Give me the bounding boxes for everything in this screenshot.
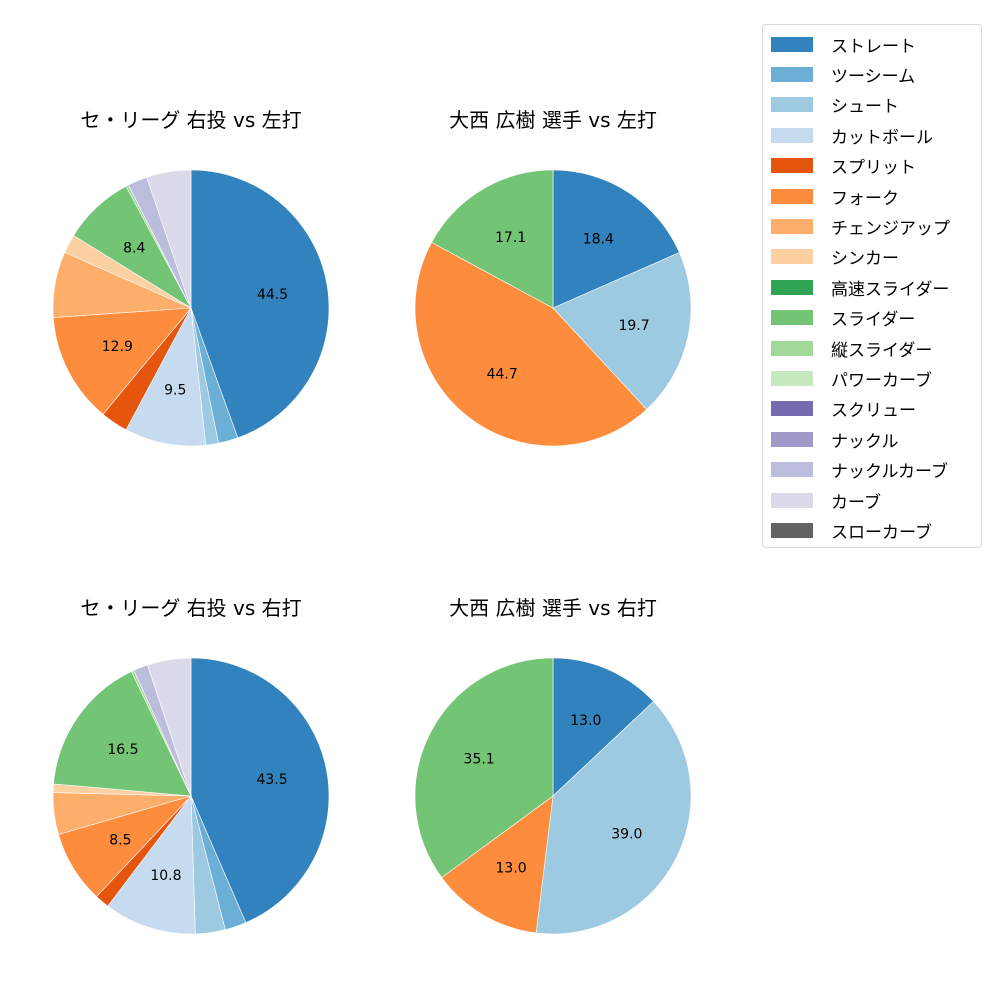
legend-label: フォーク — [831, 188, 899, 209]
pie-slice-label: 17.1 — [495, 230, 526, 246]
pie-slice — [414, 242, 648, 447]
legend-label: パワーカーブ — [831, 370, 932, 391]
chart-title-player-vs-right: 大西 広樹 選手 vs 右打 — [449, 596, 657, 620]
legend-item: シュート — [771, 93, 899, 117]
legend-label: カーブ — [831, 492, 881, 513]
legend-swatch — [771, 36, 813, 52]
legend-item: シンカー — [771, 245, 899, 269]
pie-slice-label: 12.9 — [102, 339, 133, 355]
legend-label: ツーシーム — [831, 66, 916, 87]
legend-swatch — [771, 462, 813, 478]
legend-label: スプリット — [831, 158, 916, 179]
pie-slice-label: 19.7 — [618, 318, 649, 334]
pie-slice-label: 8.4 — [123, 241, 145, 257]
legend-label: 高速スライダー — [831, 279, 950, 300]
legend-item: スプリット — [771, 154, 916, 178]
pie-slice — [552, 169, 680, 309]
legend-item: カットボール — [771, 123, 933, 148]
legend-item: ナックル — [771, 427, 899, 452]
pie-slice — [414, 657, 554, 878]
pie-slice — [147, 657, 192, 797]
legend-swatch — [771, 401, 813, 417]
legend-label: 縦スライダー — [831, 340, 933, 361]
legend-label: ナックル — [831, 431, 899, 452]
legend-label: ストレート — [831, 36, 916, 57]
pie-slice-label: 9.5 — [164, 382, 186, 398]
pie-slice-label: 8.5 — [109, 832, 131, 848]
legend-item: チェンジアップ — [771, 214, 950, 239]
pie-slice — [125, 306, 207, 447]
legend-item: スライダー — [771, 306, 915, 330]
pie-slice — [190, 657, 330, 924]
pie-slice — [441, 795, 554, 934]
legend-swatch — [771, 66, 813, 82]
legend-swatch — [771, 218, 813, 234]
chart-title-player-vs-left: 大西 広樹 選手 vs 左打 — [449, 108, 657, 132]
pie-slice — [146, 169, 192, 309]
legend-swatch — [771, 310, 813, 326]
legend-swatch — [771, 340, 813, 356]
legend-item: ツーシーム — [771, 62, 916, 87]
legend-label: スローカーブ — [831, 522, 932, 543]
legend-label: チェンジアップ — [831, 218, 950, 239]
pie-slice-label: 10.8 — [150, 868, 181, 884]
pie-slice — [190, 169, 330, 439]
legend-item: スクリュー — [771, 397, 916, 421]
pie-slice-label: 13.0 — [496, 860, 527, 876]
pie-slice — [552, 252, 692, 410]
legend-label: スライダー — [831, 310, 916, 331]
pie-slice-label: 18.4 — [583, 232, 614, 248]
legend: ストレートツーシームシュートカットボール スプリットフォークチェンジアップ シンカー… — [762, 24, 982, 548]
legend-swatch — [771, 97, 813, 113]
legend-item: フォーク — [771, 184, 899, 209]
pie-slice-label: 39.0 — [611, 826, 642, 842]
legend-item: 高速スライダー — [771, 275, 950, 300]
pie-slice-label: 44.5 — [257, 287, 288, 303]
legend-item: ナックルカーブ — [771, 458, 948, 482]
pie-slice — [107, 795, 196, 935]
legend-label: シュート — [831, 97, 899, 118]
pie-slice — [53, 671, 192, 797]
pie-slice-label: 35.1 — [464, 752, 495, 768]
chart-title-league-vs-right: セ・リーグ 右投 vs 右打 — [80, 596, 302, 620]
legend-swatch — [771, 492, 813, 508]
pie-slice-label: 16.5 — [107, 742, 138, 758]
legend-label: シンカー — [831, 249, 899, 270]
pie-slice-label: 43.5 — [256, 772, 287, 788]
pie-slice — [535, 701, 692, 935]
legend-swatch — [771, 522, 813, 538]
legend-swatch — [771, 127, 813, 143]
legend-item: パワーカーブ — [771, 366, 932, 391]
legend-swatch — [771, 158, 813, 174]
legend-label: ナックルカーブ — [831, 462, 948, 483]
pie-slice — [53, 307, 192, 415]
legend-item: スローカーブ — [771, 518, 932, 543]
legend-swatch — [771, 249, 813, 265]
pie-slice — [552, 657, 654, 797]
legend-item: ストレート — [771, 32, 916, 57]
legend-swatch — [771, 279, 813, 295]
chart-title-league-vs-left: セ・リーグ 右投 vs 左打 — [80, 108, 302, 132]
pie-slice-label: 44.7 — [487, 366, 518, 382]
pie-slice-label: 13.0 — [570, 713, 601, 729]
pie-slice — [431, 169, 554, 309]
legend-swatch — [771, 431, 813, 447]
legend-label: スクリュー — [831, 401, 916, 422]
legend-swatch — [771, 370, 813, 386]
legend-item: 縦スライダー — [771, 336, 933, 361]
legend-item: カーブ — [771, 488, 881, 513]
legend-label: カットボール — [831, 127, 933, 148]
legend-swatch — [771, 188, 813, 204]
